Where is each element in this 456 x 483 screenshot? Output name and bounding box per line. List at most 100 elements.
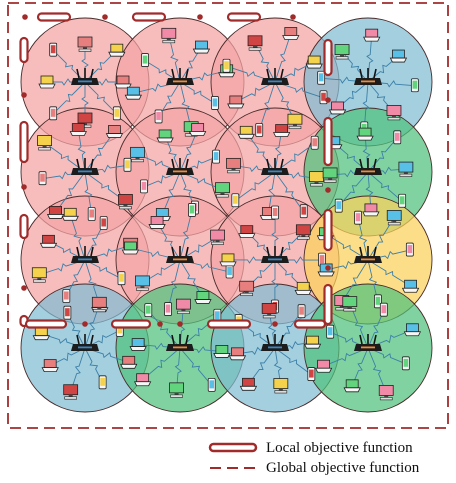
smartphone-icon — [379, 302, 388, 317]
laptop-icon — [41, 359, 59, 373]
desktop-computer-icon — [118, 194, 133, 210]
wireless-link — [248, 347, 276, 385]
laptop-icon — [108, 43, 126, 57]
smartphone-icon — [255, 123, 264, 137]
wireless-link — [179, 70, 227, 83]
local-objective-dot — [21, 184, 27, 190]
wifi-router-icon — [354, 158, 382, 175]
smartphone-icon — [398, 193, 407, 208]
local-objective-dot — [22, 14, 28, 20]
laptop-icon — [237, 125, 255, 139]
wireless-link — [357, 218, 369, 261]
laptop-icon — [120, 355, 138, 369]
wireless-link — [274, 142, 315, 173]
wireless-link — [84, 164, 128, 173]
desktop-computer-icon — [37, 135, 52, 151]
wireless-link — [179, 171, 196, 209]
laptop-icon — [228, 347, 247, 361]
wifi-router-icon — [71, 68, 99, 85]
wifi-router-icon — [354, 334, 382, 351]
wireless-link — [325, 233, 369, 261]
wireless-link — [367, 329, 413, 349]
local-objective-segment — [323, 38, 333, 77]
smartphone-icon — [63, 305, 72, 320]
laptop-icon — [69, 123, 87, 136]
smartphone-icon — [354, 210, 362, 225]
wireless-link — [274, 81, 324, 99]
local-objective-segment — [24, 319, 68, 329]
wifi-router-icon — [166, 334, 194, 351]
global-objective-legend-swatch — [210, 467, 256, 469]
wireless-link — [274, 259, 304, 289]
laptop-icon — [38, 75, 56, 89]
laptop-icon — [294, 281, 312, 295]
wireless-link — [365, 171, 374, 210]
laptop-icon — [46, 206, 65, 219]
laptop-icon — [156, 129, 174, 143]
laptop-icon — [314, 359, 333, 373]
local-objective-dot — [21, 285, 27, 291]
smartphone-icon — [38, 171, 47, 186]
wireless-link — [341, 51, 369, 83]
legend-local: Local objective function — [208, 438, 413, 458]
smartphone-icon — [319, 90, 328, 105]
wireless-link — [274, 81, 296, 122]
wireless-link — [349, 303, 369, 349]
desktop-computer-icon — [161, 27, 177, 44]
wifi-router-icon — [354, 246, 382, 263]
wireless-link — [138, 342, 181, 350]
smartphone-icon — [410, 78, 419, 93]
wireless-link — [367, 249, 410, 261]
wireless-link — [245, 132, 276, 173]
laptop-icon — [282, 27, 300, 40]
wireless-link — [179, 259, 204, 298]
laptop-icon — [121, 241, 140, 255]
wifi-router-icon — [166, 158, 194, 175]
wireless-link — [168, 35, 181, 83]
smartphone-icon — [299, 204, 308, 219]
wireless-link — [275, 256, 322, 264]
smartphone-icon — [87, 207, 96, 221]
wireless-link — [238, 321, 276, 349]
laptop-icon — [328, 101, 347, 115]
wireless-link — [52, 49, 86, 83]
wireless-link — [174, 347, 182, 390]
laptop-icon — [134, 373, 152, 387]
laptop-icon — [192, 40, 211, 54]
wireless-link — [39, 259, 86, 276]
wireless-link — [179, 259, 230, 273]
wireless-link — [326, 259, 369, 271]
wireless-link — [84, 259, 122, 280]
local-objective-segment — [19, 36, 29, 64]
desktop-computer-icon — [261, 303, 277, 319]
wireless-link — [84, 49, 118, 83]
desktop-computer-icon — [77, 36, 93, 52]
smartphone-icon — [222, 58, 231, 73]
wireless-link — [274, 171, 317, 180]
laptop-icon — [148, 216, 166, 229]
wireless-link — [267, 171, 276, 214]
wireless-link — [274, 311, 302, 349]
wireless-link — [179, 171, 223, 191]
desktop-computer-icon — [342, 296, 358, 312]
desktop-computer-icon — [239, 280, 255, 297]
desktop-computer-icon — [130, 146, 145, 163]
wifi-router-icon — [166, 246, 194, 263]
wireless-link — [274, 231, 304, 261]
wifi-router-icon — [71, 158, 99, 175]
smartphone-icon — [374, 294, 382, 309]
wireless-link — [84, 171, 93, 215]
desktop-computer-icon — [210, 229, 225, 245]
desktop-computer-icon — [31, 267, 47, 283]
laptop-icon — [227, 95, 245, 109]
wireless-link — [84, 81, 118, 115]
wireless-link — [235, 81, 276, 103]
wireless-link — [228, 256, 275, 264]
wireless-link — [366, 35, 374, 83]
laptop-icon — [362, 203, 380, 217]
local-objective-label: Local objective function — [266, 439, 413, 456]
smartphone-icon — [62, 289, 71, 303]
local-objective-dot — [272, 321, 278, 327]
wireless-link — [367, 171, 403, 202]
